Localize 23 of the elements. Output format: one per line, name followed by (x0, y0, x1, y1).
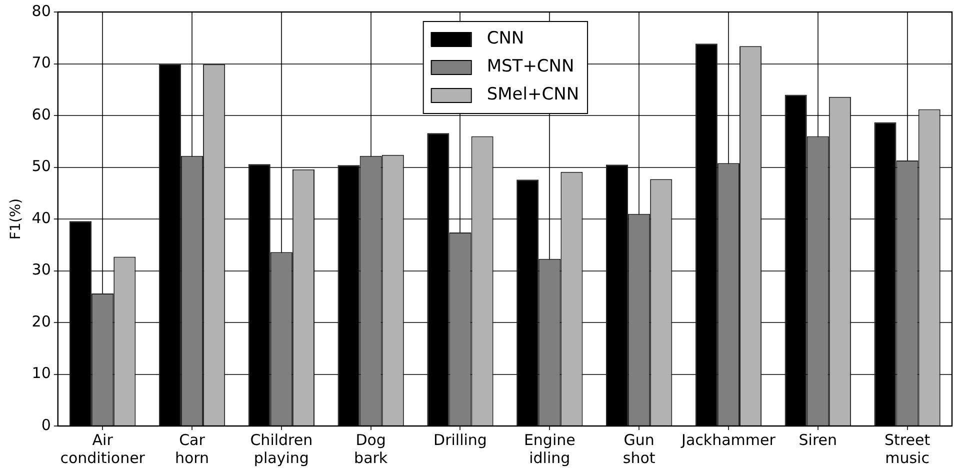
x-tick-label: Dog bark (354, 430, 388, 467)
x-tick-label: Air conditioner (60, 430, 146, 467)
x-tick-label: Drilling (434, 430, 487, 449)
y-tick-label: 0 (41, 416, 51, 434)
legend-label: CNN (486, 28, 524, 48)
y-tick-label: 50 (32, 157, 51, 176)
x-tick-label: Jackhammer (680, 430, 776, 449)
y-tick-label: 60 (32, 105, 51, 124)
y-axis-title: F1(%) (8, 198, 24, 240)
x-tick-label: Car horn (174, 430, 210, 467)
legend-label: SMel+CNN (486, 84, 580, 104)
x-tick-label: Children playing (250, 430, 313, 467)
y-tick-label: 30 (32, 260, 51, 279)
y-tick-label: 70 (32, 54, 51, 72)
y-tick-label: 80 (32, 2, 51, 20)
y-tick-label: 10 (32, 364, 51, 382)
legend-label: MST+CNN (486, 56, 574, 76)
x-tick-label: Street music (884, 430, 930, 467)
y-tick-label: 20 (32, 312, 51, 330)
x-tick-label: Siren (798, 430, 838, 449)
x-tick-label: Engine idling (524, 430, 576, 467)
y-tick-label: 40 (32, 208, 51, 227)
x-tick-label: Gun shot (622, 430, 656, 467)
